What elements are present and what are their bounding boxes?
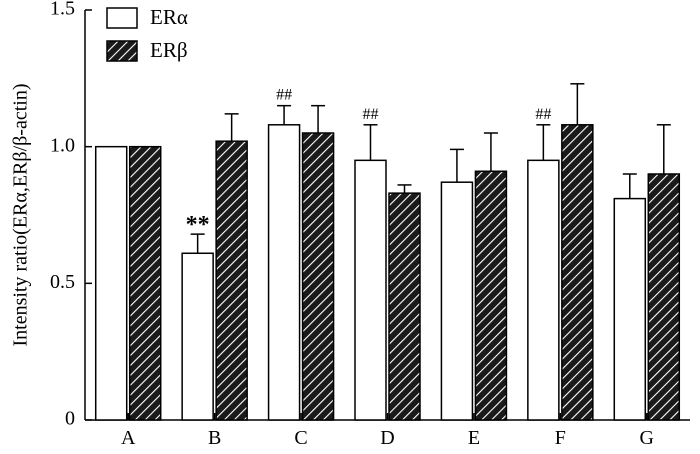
y-axis-ticks: 0 0.5 1.0 1.5 (50, 0, 92, 430)
significance-label: ## (535, 106, 551, 123)
bar-er-alpha-A (94, 145, 128, 421)
bar-er-beta-C (301, 132, 335, 421)
bar-er-beta-D (388, 192, 421, 421)
x-tick-label: G (640, 427, 654, 449)
x-tick-label: A (121, 427, 136, 449)
bar-er-beta-E (474, 170, 508, 421)
x-axis-ticks: A B C D E F G (121, 413, 654, 449)
legend-label-er-beta: ERβ (150, 38, 188, 62)
error-bars (190, 83, 671, 254)
x-tick-label: D (380, 427, 394, 449)
legend-swatch-er-beta (106, 40, 138, 62)
legend-swatch-er-alpha (106, 7, 138, 29)
plot-area (84, 10, 690, 421)
x-tick-label: E (468, 427, 480, 449)
legend: ERα ERβ (106, 5, 188, 62)
y-axis-title: Intensity ratio(ERα,ERβ/β-actin) (10, 84, 32, 347)
y-tick-label: 0 (65, 408, 75, 430)
bar-er-alpha-C (267, 124, 301, 421)
bar-er-alpha-B (181, 252, 214, 421)
bar-er-beta-F (561, 124, 594, 421)
y-tick-label: 0.5 (50, 271, 75, 293)
x-tick-label: C (294, 427, 307, 449)
bar-er-beta-B (215, 140, 248, 421)
significance-label: ## (276, 87, 292, 104)
bar-er-beta-A (128, 145, 162, 421)
significance-label: ## (363, 106, 379, 123)
significance-label: ** (186, 212, 210, 238)
bar-er-alpha-D (354, 159, 387, 421)
significance-annotations: ** ## ## ## (186, 87, 552, 238)
legend-label-er-alpha: ERα (150, 5, 188, 29)
y-tick-label: 1.0 (50, 134, 75, 156)
y-tick-label: 1.5 (50, 0, 75, 20)
x-tick-label: F (555, 427, 566, 449)
x-tick-label: B (208, 427, 221, 449)
bar-er-alpha-F (527, 159, 560, 421)
bar-er-alpha-E (440, 181, 474, 421)
bars (94, 124, 681, 421)
bar-er-beta-G (647, 173, 681, 421)
bar-er-alpha-G (613, 197, 647, 421)
